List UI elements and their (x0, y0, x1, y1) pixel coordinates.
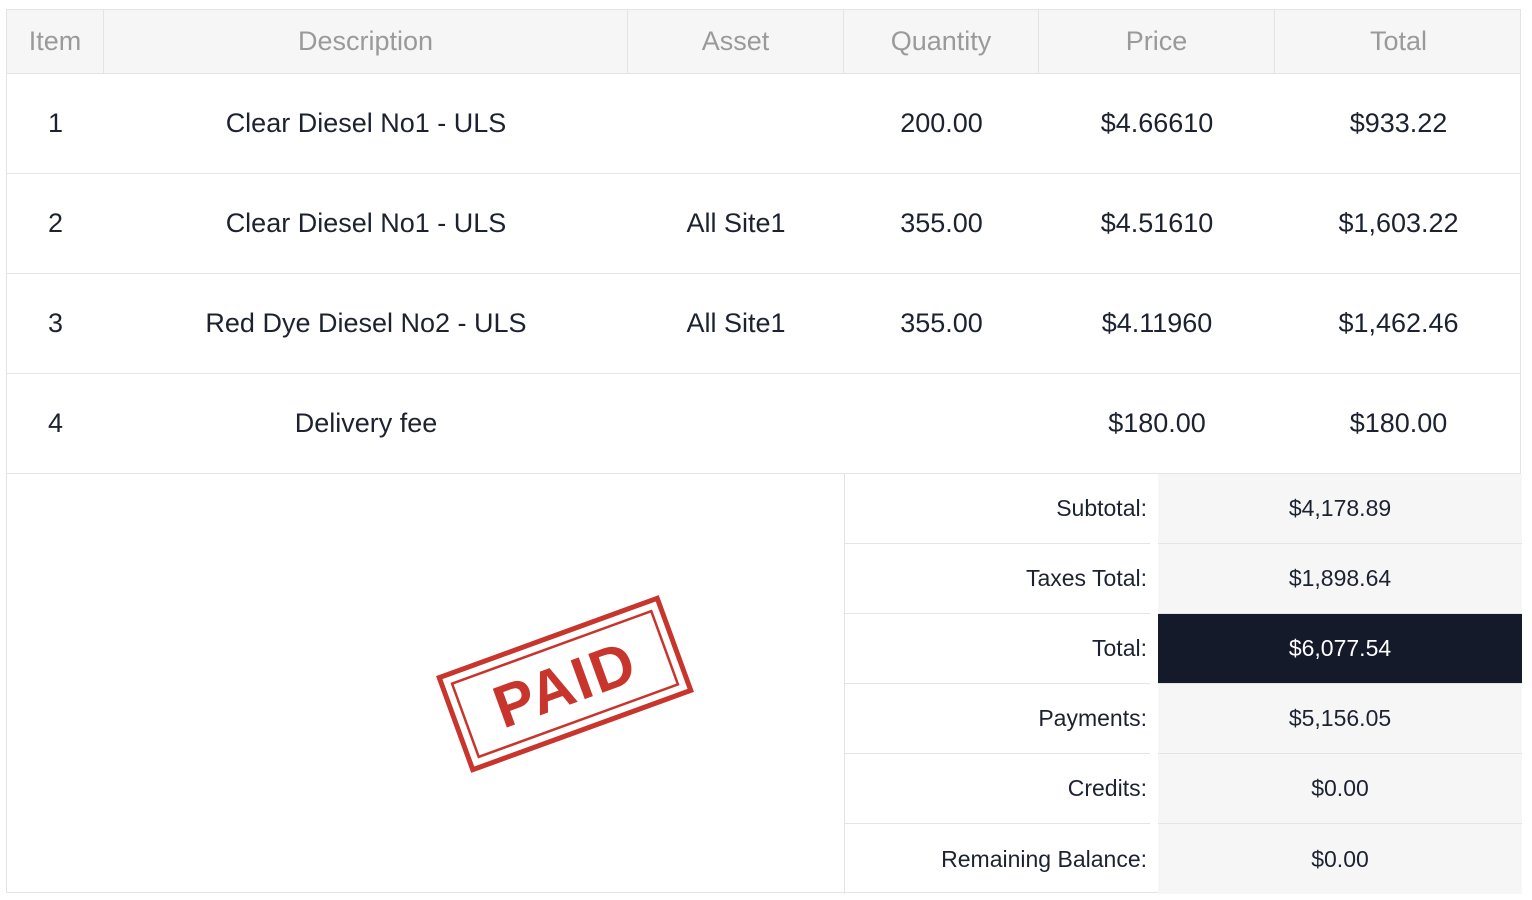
header-quantity: Quantity (844, 10, 1039, 73)
total-label: Total: (845, 614, 1150, 684)
taxes-total-value: $1,898.64 (1158, 544, 1522, 614)
row-asset: All Site1 (686, 208, 786, 238)
row-price: $4.66610 (1100, 108, 1214, 138)
taxes-total-label: Taxes Total: (845, 544, 1150, 614)
row-description: Clear Diesel No1 - ULS (225, 208, 507, 238)
row-total: $1,462.46 (1338, 308, 1459, 338)
table-header-row: Item Description Asset Quantity Price To… (7, 10, 1520, 74)
row-description: Clear Diesel No1 - ULS (225, 108, 507, 138)
row-asset: All Site1 (686, 308, 786, 338)
invoice-line-items-table: Item Description Asset Quantity Price To… (6, 9, 1522, 894)
row-total: $1,603.22 (1338, 208, 1459, 238)
payments-value: $5,156.05 (1158, 684, 1522, 754)
stamp-inner-border (450, 609, 680, 759)
credits-value: $0.00 (1158, 754, 1522, 824)
table-row: 1 Clear Diesel No1 - ULS 200.00 $4.66610… (7, 74, 1520, 174)
row-description: Red Dye Diesel No2 - ULS (205, 308, 527, 338)
row-description: Delivery fee (294, 408, 438, 438)
row-quantity (844, 374, 1039, 473)
row-asset (628, 374, 844, 473)
subtotal-label: Subtotal: (845, 474, 1150, 544)
summary-row-remaining-balance: Remaining Balance: $0.00 (845, 824, 1522, 894)
remaining-balance-label: Remaining Balance: (941, 845, 1147, 872)
summary-row-subtotal: Subtotal: $4,178.89 (845, 474, 1522, 544)
row-total: $933.22 (1349, 108, 1448, 138)
totals-summary: Subtotal: $4,178.89 Taxes Total: $1,898.… (844, 474, 1522, 894)
table-row: 2 Clear Diesel No1 - ULS All Site1 355.0… (7, 174, 1520, 274)
stamp-outer-border (436, 595, 694, 773)
subtotal-value: $4,178.89 (1158, 474, 1522, 544)
payments-label: Payments: (845, 684, 1150, 754)
total-value: $6,077.54 (1158, 614, 1522, 684)
row-quantity: 355.00 (900, 208, 983, 238)
summary-row-taxes-total: Taxes Total: $1,898.64 (845, 544, 1522, 614)
summary-row-total: Total: $6,077.54 (845, 614, 1522, 684)
summary-row-payments: Payments: $5,156.05 (845, 684, 1522, 754)
row-quantity: 200.00 (900, 108, 983, 138)
header-price: Price (1039, 10, 1275, 73)
row-item-number: 4 (47, 408, 64, 438)
row-item-number: 2 (47, 208, 64, 238)
remaining-balance-value: $0.00 (1158, 824, 1522, 894)
row-total: $180.00 (1349, 408, 1448, 438)
header-asset: Asset (628, 10, 844, 73)
table-row: 3 Red Dye Diesel No2 - ULS All Site1 355… (7, 274, 1520, 374)
summary-row-credits: Credits: $0.00 (845, 754, 1522, 824)
row-item-number: 3 (47, 308, 64, 338)
row-price: $4.51610 (1100, 208, 1214, 238)
header-total: Total (1369, 26, 1428, 56)
row-price: $180.00 (1108, 408, 1206, 438)
row-item-number: 1 (47, 108, 64, 138)
credits-label: Credits: (845, 754, 1150, 824)
header-description: Description (104, 10, 628, 73)
row-asset (628, 74, 844, 173)
header-item: Item (7, 10, 104, 73)
row-price: $4.11960 (1101, 308, 1213, 338)
row-quantity: 355.00 (900, 308, 983, 338)
table-row: 4 Delivery fee $180.00 $180.00 (7, 374, 1520, 474)
